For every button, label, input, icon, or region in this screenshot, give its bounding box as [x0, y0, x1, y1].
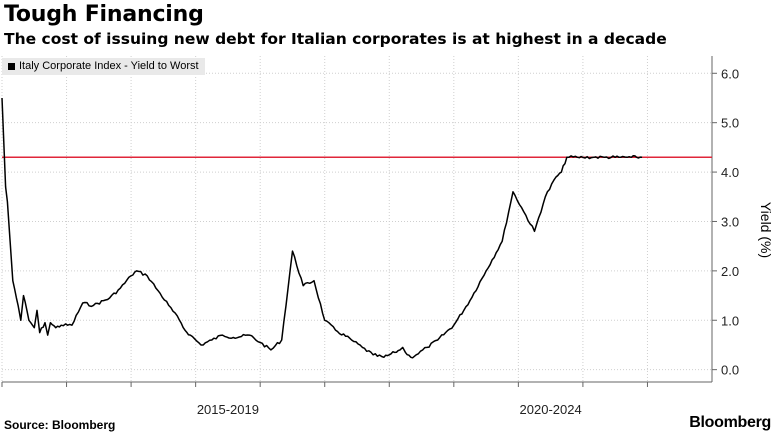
y-axis-label: Yield (%) [758, 201, 774, 259]
legend-swatch-icon [8, 62, 15, 70]
source-note: Source: Bloomberg [4, 418, 116, 432]
page-subtitle: The cost of issuing new debt for Italian… [4, 30, 667, 48]
x-tick-label: 2015-2019 [197, 402, 259, 417]
y-tick-label: 6.0 [721, 66, 739, 81]
legend: Italy Corporate Index - Yield to Worst [2, 58, 205, 75]
x-tick-label: 2020-2024 [520, 402, 582, 417]
y-tick-label: 0.0 [721, 363, 739, 378]
page-title: Tough Financing [4, 2, 204, 27]
brand-logo: Bloomberg [689, 414, 771, 431]
y-tick-label: 3.0 [721, 214, 739, 229]
legend-label: Italy Corporate Index - Yield to Worst [19, 60, 199, 72]
y-tick-label: 5.0 [721, 116, 739, 131]
y-tick-label: 2.0 [721, 264, 739, 279]
series-line-italy-corporate-index [1, 97, 643, 359]
y-tick-label: 4.0 [721, 165, 739, 180]
y-tick-label: 1.0 [721, 313, 739, 328]
